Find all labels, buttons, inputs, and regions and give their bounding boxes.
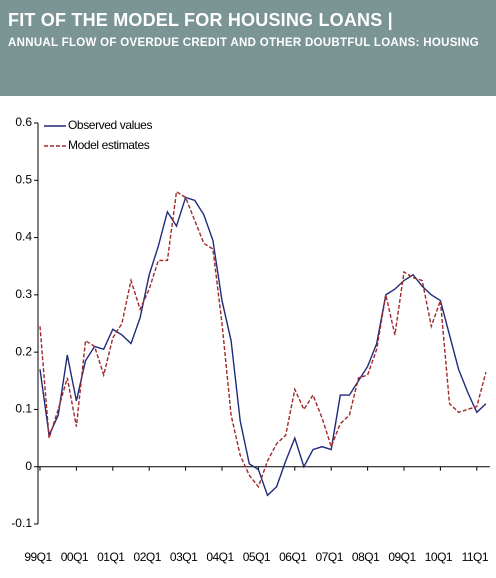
- x-tick-label: 05Q1: [243, 550, 271, 564]
- x-tick-label: 07Q1: [316, 550, 344, 564]
- x-tick-label: 01Q1: [97, 550, 125, 564]
- header: FIT OF THE MODEL FOR HOUSING LOANS | ANN…: [0, 0, 496, 96]
- y-tick-label: 0.1: [15, 402, 32, 416]
- x-tick-label: 08Q1: [352, 550, 380, 564]
- legend-label: Observed values: [68, 118, 152, 132]
- x-tick-label: 10Q1: [425, 550, 453, 564]
- x-tick-label: 00Q1: [61, 550, 89, 564]
- y-tick-label: 0.2: [15, 344, 32, 358]
- y-tick-label: 0.6: [15, 115, 32, 129]
- y-tick-label: 0.3: [15, 287, 32, 301]
- chart-title: FIT OF THE MODEL FOR HOUSING LOANS |: [8, 10, 393, 30]
- legend-label: Model estimates: [68, 138, 150, 152]
- y-tick-label: -0.1: [11, 516, 32, 530]
- series-line: [39, 196, 487, 497]
- y-tick-label: 0.5: [15, 172, 32, 186]
- x-tick-label: 11Q1: [462, 550, 489, 564]
- x-tick-label: 09Q1: [388, 550, 416, 564]
- series-line: [39, 190, 487, 489]
- chart: -0.1 0 0.1 0.2 0.3 0.4 0.5 0.6 99Q1 00Q1 01Q1 02Q1 0…: [11, 115, 490, 564]
- y-tick-label: 0.4: [15, 230, 32, 244]
- x-tick-label: 99Q1: [24, 550, 52, 564]
- y-tick-label: 0: [25, 459, 32, 473]
- x-tick-label: 03Q1: [170, 550, 198, 564]
- x-tick-label: 02Q1: [134, 550, 162, 564]
- chart-subtitle: ANNUAL FLOW OF OVERDUE CREDIT AND OTHER …: [8, 37, 480, 49]
- x-tick-label: 04Q1: [206, 550, 234, 564]
- x-tick-label: 06Q1: [279, 550, 307, 564]
